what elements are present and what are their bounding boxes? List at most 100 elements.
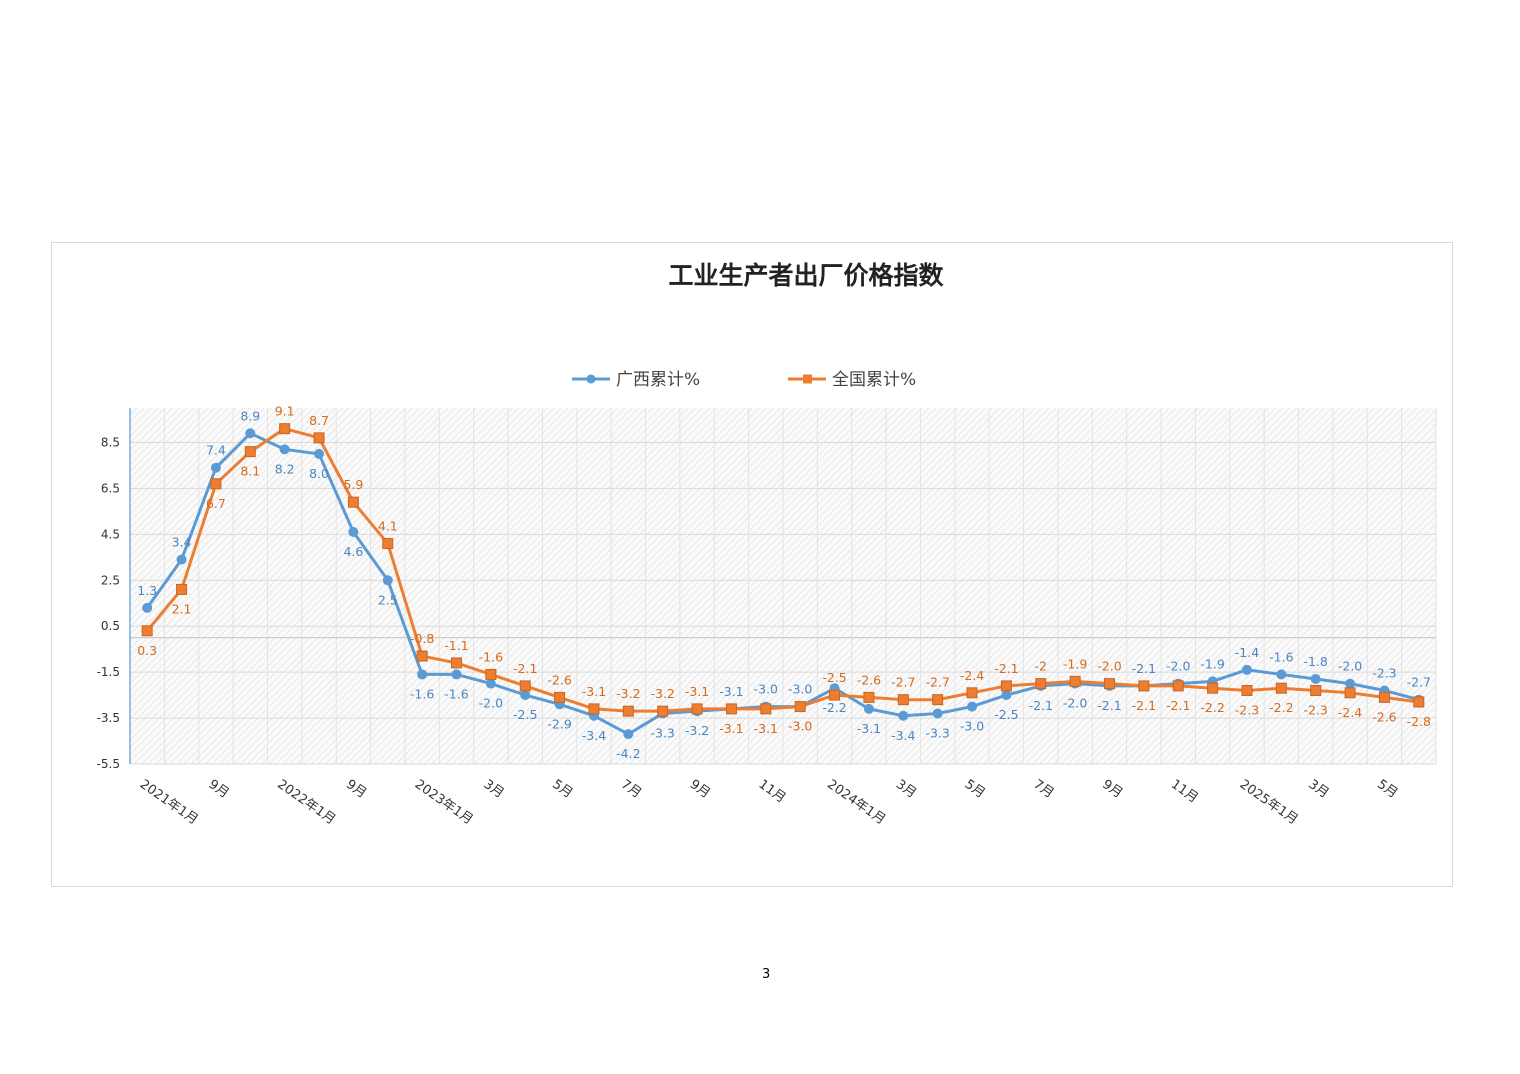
data-point-circle: [451, 669, 462, 680]
data-label: -2.4: [1338, 705, 1362, 720]
x-tick-label: 3月: [893, 777, 919, 801]
x-tick-label: 7月: [618, 777, 644, 801]
data-label: -3.2: [685, 723, 709, 738]
data-label: -2.2: [822, 700, 846, 715]
x-tick-label: 3月: [481, 777, 507, 801]
data-label: -2.1: [513, 661, 537, 676]
chart-container: [51, 242, 1453, 887]
data-label: 7.4: [206, 443, 226, 458]
y-tick-label: -1.5: [97, 665, 120, 679]
data-point-circle: [967, 701, 978, 712]
data-point-circle: [623, 729, 634, 740]
data-label: 8.2: [275, 461, 295, 476]
data-point-square: [347, 496, 359, 508]
data-point-square: [932, 694, 944, 706]
data-label: -2.8: [1407, 714, 1431, 729]
data-label: -2.3: [1372, 666, 1396, 681]
data-labels: 1.3 3.4 7.4 8.9 8.2 8.0 4.6 2.5 -1.6 -1.6 -2.0 -2.5…: [137, 404, 1431, 761]
data-point-circle: [1276, 669, 1287, 680]
page-number: 3: [762, 967, 771, 982]
data-label: -2.3: [1304, 703, 1328, 718]
data-point-circle: [1345, 678, 1356, 689]
x-tick-label: 5月: [962, 777, 988, 801]
data-label: 2.5: [378, 592, 398, 607]
data-point-square: [897, 694, 909, 706]
data-point-circle: [279, 444, 290, 455]
data-point-circle: [485, 678, 496, 689]
data-point-circle: [210, 462, 221, 473]
data-label: -2.0: [1063, 696, 1087, 711]
x-tick-label: 9月: [343, 777, 369, 801]
data-label: 3.4: [172, 535, 192, 550]
data-point-square: [1413, 696, 1425, 708]
data-point-circle: [176, 554, 187, 565]
data-point-square: [416, 650, 428, 662]
data-label: -2.1: [1029, 698, 1053, 713]
data-point-square: [244, 446, 256, 458]
data-label: -2.2: [1269, 700, 1293, 715]
data-label: -2.1: [1132, 661, 1156, 676]
data-label: -1.8: [1304, 654, 1328, 669]
data-label: -2.4: [960, 668, 984, 683]
data-label: -3.0: [754, 682, 778, 697]
legend-label: 广西累计%: [616, 370, 700, 390]
data-point-square: [554, 691, 566, 703]
data-label: 4.1: [378, 519, 398, 534]
data-label: 5.9: [343, 477, 363, 492]
data-label: -3.1: [685, 684, 709, 699]
data-point-circle: [520, 690, 531, 701]
data-label: -1.9: [1063, 656, 1087, 671]
y-tick-label: 2.5: [101, 573, 120, 587]
y-tick-label: 6.5: [101, 481, 120, 495]
data-point-circle: [348, 527, 359, 538]
x-tick-label: 3月: [1305, 777, 1331, 801]
data-label: -3.0: [788, 682, 812, 697]
data-label: -2.7: [1407, 675, 1431, 690]
data-label: -2.1: [1132, 698, 1156, 713]
data-point-circle: [417, 669, 428, 680]
data-label: -3.3: [925, 725, 949, 740]
x-tick-label: 2021年1月: [137, 777, 201, 828]
data-label: -3.0: [960, 719, 984, 734]
legend-marker-square: [803, 374, 812, 384]
data-point-circle: [932, 708, 943, 719]
y-tick-label: 0.5: [101, 619, 120, 633]
data-label: -3.1: [754, 721, 778, 736]
data-label: -2: [1035, 659, 1047, 674]
data-point-square: [382, 538, 394, 550]
x-tick-label: 9月: [687, 777, 713, 801]
data-point-square: [1344, 687, 1356, 699]
data-label: -2.0: [1166, 659, 1190, 674]
y-tick-label: -3.5: [97, 711, 120, 725]
data-label: 8.1: [240, 464, 260, 479]
data-point-square: [966, 687, 978, 699]
data-point-square: [279, 423, 291, 435]
data-point-square: [691, 703, 703, 715]
data-label: -3.1: [857, 721, 881, 736]
x-tick-label: 2025年1月: [1237, 777, 1301, 828]
data-point-square: [1207, 682, 1219, 694]
data-label: -1.6: [479, 649, 503, 664]
data-label: -2.7: [925, 675, 949, 690]
x-tick-label: 11月: [1168, 777, 1201, 806]
y-tick-label: -5.5: [97, 757, 120, 771]
legend-label: 全国累计%: [832, 370, 916, 390]
data-label: -2.1: [1166, 698, 1190, 713]
data-label: -4.2: [616, 746, 640, 761]
data-point-square: [1275, 682, 1287, 694]
data-label: -2.6: [1372, 709, 1396, 724]
data-label: 8.0: [309, 466, 329, 481]
data-label: -2.0: [1338, 659, 1362, 674]
data-point-square: [760, 703, 772, 715]
data-point-circle: [314, 448, 325, 459]
data-point-square: [519, 680, 531, 692]
data-point-square: [1069, 675, 1081, 687]
data-point-square: [1241, 685, 1253, 697]
data-label: -2.1: [994, 661, 1018, 676]
data-label: -0.8: [410, 631, 434, 646]
x-tick-label: 2023年1月: [412, 777, 476, 828]
data-point-square: [1035, 678, 1047, 690]
data-point-square: [1104, 678, 1115, 690]
data-point-square: [141, 625, 153, 637]
